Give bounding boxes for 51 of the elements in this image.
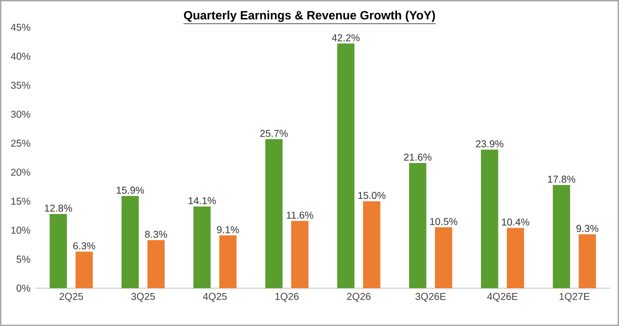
x-tick-label: 4Q26E	[487, 292, 518, 302]
data-label: 21.6%	[404, 154, 432, 161]
y-tick-label: 30%	[10, 110, 30, 118]
y-tick-label: 45%	[10, 24, 30, 31]
bar	[291, 220, 308, 288]
chart-title: Quarterly Earnings & Revenue Growth (YoY)	[184, 10, 435, 22]
x-tick-label: 1Q27E	[560, 292, 590, 302]
y-tick-label: 5%	[16, 256, 30, 263]
data-label: 9.3%	[576, 224, 598, 232]
x-tick-label: 1Q26	[275, 292, 299, 302]
data-label: 10.5%	[430, 218, 458, 225]
bar	[265, 139, 283, 288]
bar	[434, 227, 452, 288]
data-label: 17.8%	[548, 176, 576, 183]
y-tick-label: 15%	[11, 198, 30, 205]
bar	[480, 150, 498, 288]
x-tick-label: 2Q25	[60, 292, 84, 302]
data-label: 14.1%	[188, 197, 216, 204]
bar	[219, 235, 237, 288]
bar	[409, 162, 426, 288]
data-label: 42.2%	[332, 34, 360, 42]
data-label: 9.1%	[217, 226, 239, 234]
y-tick-label: 40%	[10, 52, 30, 60]
data-label: 15.0%	[358, 192, 386, 199]
data-label: 11.6%	[286, 212, 314, 219]
bar	[506, 228, 524, 288]
bar	[147, 240, 165, 288]
bar	[552, 184, 570, 288]
x-tick-label: 3Q26E	[415, 292, 446, 302]
bar	[193, 206, 211, 288]
data-label: 10.4%	[502, 218, 530, 226]
bar	[578, 234, 596, 288]
x-tick-label: 3Q25	[131, 292, 155, 302]
y-tick-label: 20%	[11, 168, 30, 176]
bar	[363, 201, 380, 288]
data-label: 23.9%	[476, 140, 504, 148]
bar	[76, 252, 93, 288]
bar	[122, 196, 139, 288]
bar	[337, 43, 354, 288]
data-label: 12.8%	[44, 204, 72, 212]
x-tick-label: 4Q25	[203, 292, 227, 302]
y-tick-label: 25%	[11, 140, 30, 147]
x-tick-label: 2Q26	[347, 292, 371, 302]
data-label: 6.3%	[73, 242, 96, 250]
data-label: 8.3%	[145, 230, 168, 238]
y-tick-label: 10%	[11, 226, 30, 234]
data-label: 25.7%	[260, 130, 288, 137]
y-tick-label: 0%	[16, 284, 30, 292]
y-tick-label: 35%	[10, 82, 30, 89]
data-label: 15.9%	[116, 186, 144, 194]
bar	[50, 214, 67, 288]
